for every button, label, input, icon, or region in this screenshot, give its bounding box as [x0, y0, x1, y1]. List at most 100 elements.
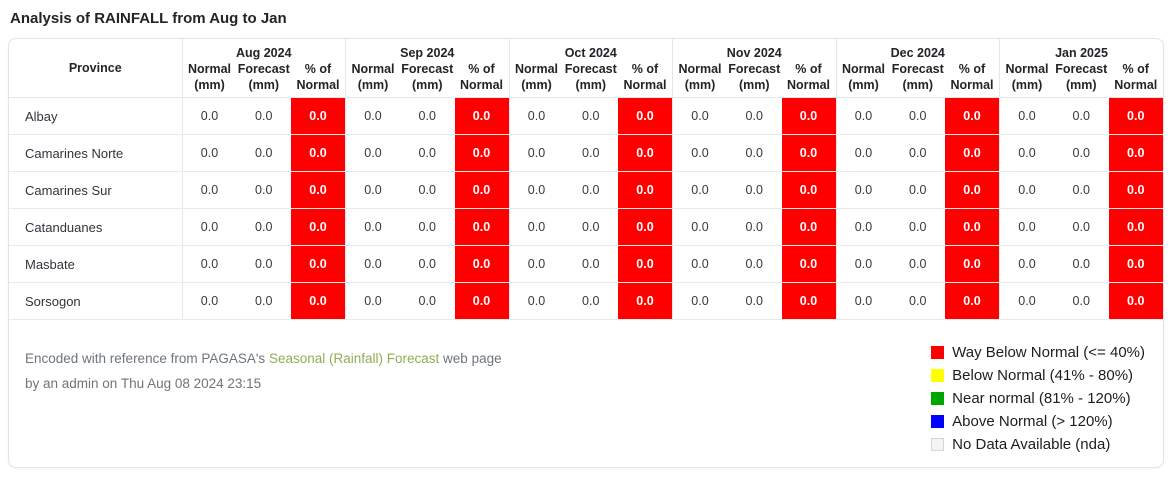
percent-of-normal-value: 0.0 [1108, 208, 1163, 246]
percent-of-normal-value: 0.0 [945, 208, 1000, 246]
forecast-value: 0.0 [1054, 282, 1109, 320]
sub-header: Normal (mm) [835, 61, 891, 98]
forecast-value: 0.0 [1054, 97, 1109, 135]
percent-of-normal-value: 0.0 [945, 282, 1000, 320]
percent-of-normal-value: 0.0 [781, 134, 836, 172]
forecast-value: 0.0 [1054, 134, 1109, 172]
table-row: Camarines Norte 0.0 0.0 0.0 0.0 0.0 0.0 0.0 0.0 0… [9, 134, 1163, 172]
seasonal-forecast-link[interactable]: Seasonal (Rainfall) Forecast [268, 351, 440, 366]
sub-header: Forecast (mm) [401, 62, 454, 92]
sub-header: % of Normal [623, 62, 667, 92]
legend-label: Above Normal (> 120%) [952, 413, 1113, 430]
month-header: Jan 2025 [999, 39, 1163, 61]
legend-item: Above Normal (> 120%) [931, 413, 1145, 430]
province-name: Albay [9, 97, 183, 135]
forecast-value: 0.0 [236, 97, 291, 135]
normal-value: 0.0 [508, 208, 564, 246]
normal-value: 0.0 [999, 282, 1054, 320]
sub-header: Forecast (mm) [891, 62, 944, 92]
forecast-value: 0.0 [236, 245, 291, 283]
percent-of-normal-value: 0.0 [945, 171, 1000, 209]
normal-value: 0.0 [181, 171, 237, 209]
percent-of-normal-value: 0.0 [945, 134, 1000, 172]
forecast-value: 0.0 [236, 208, 291, 246]
normal-value: 0.0 [672, 208, 727, 246]
sub-header: % of Normal [1114, 62, 1158, 92]
normal-value: 0.0 [999, 245, 1054, 283]
table-row: Catanduanes 0.0 0.0 0.0 0.0 0.0 0.0 0.0 0.0 0.0 0.… [9, 208, 1163, 246]
percent-of-normal-value: 0.0 [454, 282, 509, 320]
forecast-value: 0.0 [1054, 208, 1109, 246]
percent-of-normal-value: 0.0 [1108, 134, 1163, 172]
sub-header: Normal (mm) [345, 61, 400, 98]
legend-swatch [931, 438, 945, 451]
percent-of-normal-value: 0.0 [618, 282, 673, 320]
normal-value: 0.0 [999, 208, 1054, 246]
color-legend: Way Below Normal (<= 40%) Below Normal (4… [931, 344, 1149, 459]
legend-swatch [931, 369, 945, 382]
legend-label: Way Below Normal (<= 40%) [952, 344, 1145, 361]
forecast-value: 0.0 [563, 134, 618, 172]
card-footer: Encoded with reference from PAGASA's Sea… [9, 320, 1163, 467]
percent-of-normal-value: 0.0 [291, 245, 346, 283]
normal-value: 0.0 [508, 171, 564, 209]
normal-value: 0.0 [835, 97, 891, 135]
normal-value: 0.0 [835, 245, 891, 283]
page: Analysis of RAINFALL from Aug to Jan Pro… [8, 10, 1164, 468]
percent-of-normal-value: 0.0 [291, 97, 346, 135]
percent-of-normal-value: 0.0 [781, 208, 836, 246]
percent-of-normal-value: 0.0 [454, 97, 509, 135]
notes-prefix: Encoded with reference from PAGASA's [25, 351, 266, 366]
rainfall-analysis-card: Province Aug 2024 Sep 2024 Oct 2024 Nov 2024… [8, 38, 1164, 468]
normal-value: 0.0 [508, 97, 564, 135]
forecast-value: 0.0 [236, 282, 291, 320]
forecast-value: 0.0 [890, 245, 945, 283]
forecast-value: 0.0 [400, 208, 455, 246]
legend-swatch [931, 392, 945, 405]
normal-value: 0.0 [672, 245, 727, 283]
forecast-value: 0.0 [563, 97, 618, 135]
normal-value: 0.0 [835, 282, 891, 320]
page-title: Analysis of RAINFALL from Aug to Jan [10, 10, 287, 27]
legend-swatch [931, 346, 945, 359]
sub-header: Forecast (mm) [237, 62, 290, 92]
normal-value: 0.0 [835, 134, 891, 172]
normal-value: 0.0 [345, 208, 400, 246]
normal-value: 0.0 [508, 134, 564, 172]
normal-value: 0.0 [345, 171, 400, 209]
sub-header: Forecast (mm) [564, 62, 617, 92]
sub-header: Normal (mm) [999, 61, 1054, 98]
sub-header: Normal (mm) [672, 61, 727, 98]
forecast-value: 0.0 [400, 97, 455, 135]
percent-of-normal-value: 0.0 [291, 208, 346, 246]
rainfall-table: Province Aug 2024 Sep 2024 Oct 2024 Nov 2024… [9, 39, 1163, 320]
forecast-value: 0.0 [727, 171, 782, 209]
forecast-value: 0.0 [727, 282, 782, 320]
month-header: Oct 2024 [508, 39, 673, 61]
month-header: Dec 2024 [835, 39, 1000, 61]
table-row: Albay 0.0 0.0 0.0 0.0 0.0 0.0 0.0 0.0 0.0 0.0 0.0 0.… [9, 97, 1163, 135]
forecast-value: 0.0 [236, 134, 291, 172]
normal-value: 0.0 [345, 282, 400, 320]
forecast-value: 0.0 [400, 171, 455, 209]
percent-of-normal-value: 0.0 [781, 245, 836, 283]
normal-value: 0.0 [345, 97, 400, 135]
sub-header: Forecast (mm) [728, 62, 781, 92]
normal-value: 0.0 [672, 171, 727, 209]
month-header: Sep 2024 [345, 39, 509, 61]
sub-header: Normal (mm) [181, 61, 237, 98]
sub-header: % of Normal [786, 62, 831, 92]
forecast-value: 0.0 [727, 245, 782, 283]
legend-item: Near normal (81% - 120%) [931, 390, 1145, 407]
sub-header: % of Normal [459, 62, 504, 92]
normal-value: 0.0 [672, 97, 727, 135]
percent-of-normal-value: 0.0 [781, 97, 836, 135]
normal-value: 0.0 [999, 97, 1054, 135]
percent-of-normal-value: 0.0 [945, 245, 1000, 283]
forecast-value: 0.0 [890, 208, 945, 246]
province-name: Camarines Sur [9, 171, 183, 209]
forecast-value: 0.0 [1054, 245, 1109, 283]
normal-value: 0.0 [508, 282, 564, 320]
province-column-header: Province [9, 39, 183, 98]
normal-value: 0.0 [508, 245, 564, 283]
